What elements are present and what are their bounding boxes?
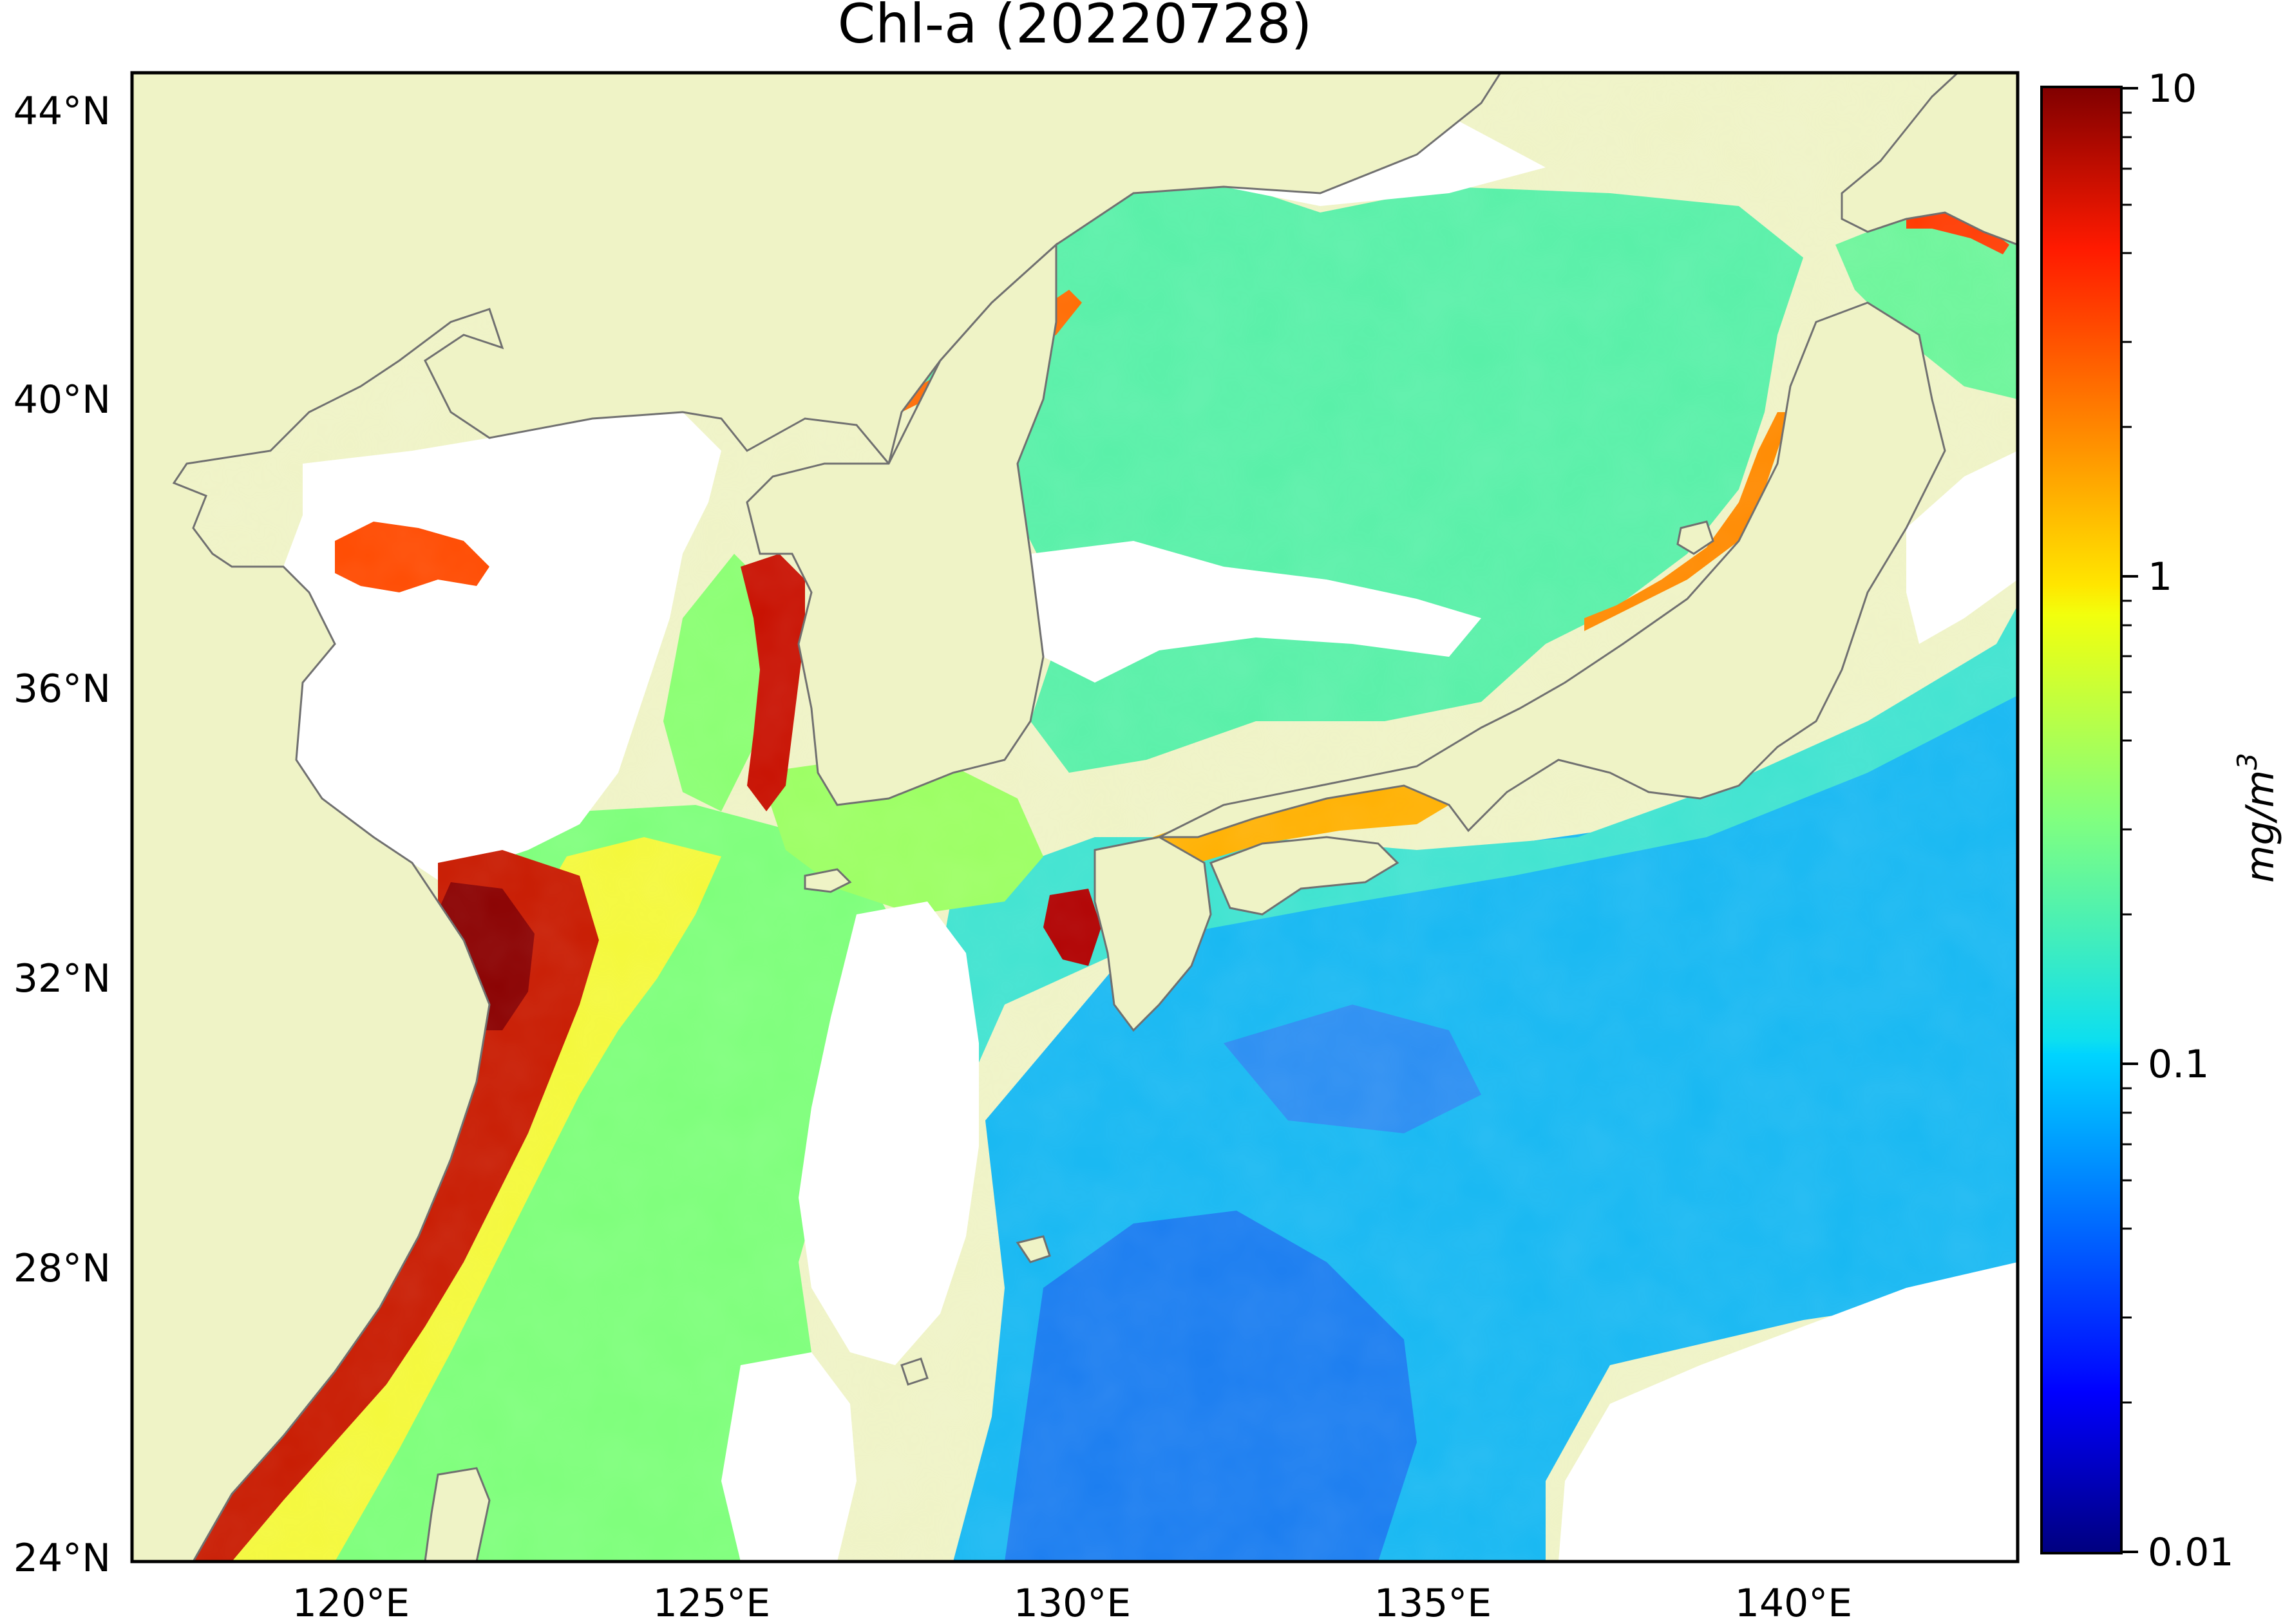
lat-tick-label: 40°N (14, 377, 111, 422)
map-frame (130, 71, 2020, 1563)
colorbar-unit-exponent: 3 (2231, 753, 2263, 770)
lat-tick-label: 32°N (14, 956, 111, 1001)
chart-title: Chl-a (20220728) (838, 0, 1312, 55)
map-area (132, 73, 2018, 1562)
lon-tick-label: 125°E (653, 1581, 770, 1624)
colorbar-ticks (2121, 87, 2138, 1553)
land-kyushu (1094, 836, 1212, 1032)
lat-tick-label: 24°N (14, 1536, 111, 1581)
colorbar-unit-base: mg/m (2238, 770, 2283, 883)
colorbar-gradient (2040, 86, 2123, 1554)
lat-tick-labels: 44°N 40°N 36°N 32°N 28°N 24°N (14, 89, 111, 1581)
lon-tick-label: 135°E (1374, 1581, 1492, 1624)
colorbar-tick-label: 0.01 (2148, 1530, 2234, 1575)
land-ryukyu-2 (900, 1357, 929, 1386)
land-hokkaido (1841, 73, 2018, 246)
land-taiwan (424, 1467, 491, 1562)
colorbar-tick-label: 0.1 (2148, 1042, 2209, 1087)
land-china-korea-north (132, 73, 1502, 1562)
lat-tick-label: 44°N (14, 89, 111, 134)
colorbar-tick-label: 10 (2148, 66, 2197, 111)
land-jeju (804, 868, 852, 893)
land-honshu (1159, 301, 1946, 838)
colorbar-unit-label: mg/m3 (2231, 753, 2283, 883)
colorbar-minor-ticks (2121, 111, 2132, 1404)
land-sado (1676, 520, 1714, 555)
lon-tick-label: 120°E (292, 1581, 410, 1624)
land-shikoku (1209, 836, 1399, 916)
lat-tick-label: 28°N (14, 1246, 111, 1291)
lon-tick-labels: 120°E 125°E 130°E 135°E 140°E (292, 1581, 1852, 1624)
lon-tick-label: 140°E (1735, 1581, 1852, 1624)
lat-tick-label: 36°N (14, 666, 111, 712)
colorbar: 10 1 0.1 0.01 mg/m3 (2040, 66, 2283, 1575)
land-ryukyu-1 (1016, 1235, 1051, 1263)
lon-tick-label: 130°E (1014, 1581, 1131, 1624)
colorbar-tick-label: 1 (2148, 554, 2172, 600)
land-korea-peninsula (746, 242, 1057, 806)
